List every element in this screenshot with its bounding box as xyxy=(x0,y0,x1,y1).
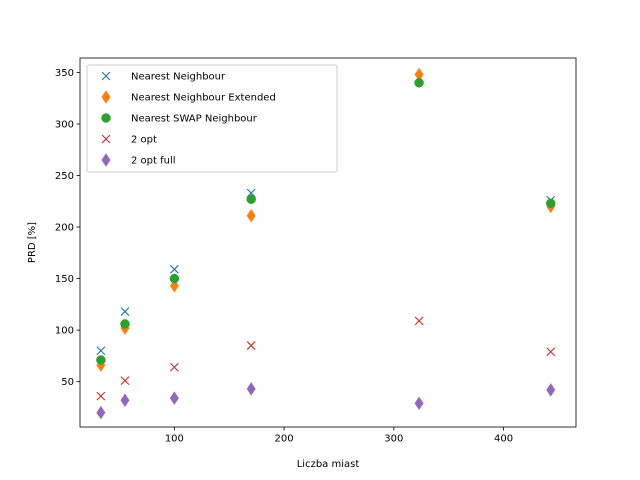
x-tick-label: 300 xyxy=(384,434,403,445)
data-point xyxy=(246,341,256,350)
legend-marker xyxy=(101,90,111,104)
y-tick-label: 350 xyxy=(55,68,74,79)
data-point xyxy=(120,393,130,407)
legend-marker xyxy=(101,153,111,167)
data-point xyxy=(169,391,179,405)
data-point xyxy=(246,382,256,396)
y-axis-label: PRD [%] xyxy=(27,222,38,263)
legend-label: 2 opt full xyxy=(131,156,176,167)
data-point xyxy=(546,198,556,209)
x-tick-label: 400 xyxy=(494,434,513,445)
legend-marker xyxy=(101,113,111,123)
axes-frame xyxy=(79,57,577,428)
data-point xyxy=(120,319,130,329)
legend-marker xyxy=(101,134,111,144)
data-points xyxy=(96,67,556,420)
legend-label: Nearest Neighbour Extended xyxy=(131,93,276,104)
data-point xyxy=(96,405,106,420)
legend-marker xyxy=(101,71,111,81)
data-point xyxy=(169,279,179,293)
legend-label: 2 opt xyxy=(131,135,157,146)
data-point xyxy=(120,376,130,386)
x-tick-label: 200 xyxy=(275,434,294,445)
y-tick-label: 100 xyxy=(55,326,74,337)
x-tick-label: 100 xyxy=(165,434,184,445)
x-axis-label: Liczba miast xyxy=(297,459,360,470)
data-point xyxy=(169,273,180,284)
y-tick-label: 150 xyxy=(55,274,74,285)
data-point xyxy=(414,316,424,326)
y-tick-label: 50 xyxy=(61,377,74,388)
data-point xyxy=(246,194,256,204)
data-point xyxy=(96,355,106,365)
data-point xyxy=(169,362,179,372)
data-point xyxy=(414,396,424,411)
data-point xyxy=(96,346,106,356)
data-point xyxy=(169,264,179,274)
data-point xyxy=(414,77,424,88)
data-point xyxy=(246,208,256,223)
data-point xyxy=(546,347,556,357)
data-point xyxy=(546,383,556,397)
data-point xyxy=(120,307,130,316)
y-tick-label: 250 xyxy=(55,171,74,182)
axes: 100 200 300 400 50 100 150 200 250 300 350 xyxy=(55,57,577,445)
legend-label: Nearest Neighbour xyxy=(131,72,226,83)
y-tick-label: 200 xyxy=(55,223,74,234)
data-point xyxy=(96,391,106,401)
legend-box xyxy=(86,64,338,173)
y-tick-label: 300 xyxy=(55,119,74,130)
legend: Nearest Neighbour Nearest Neighbour Exten… xyxy=(86,64,338,173)
legend-label: Nearest SWAP Neighbour xyxy=(131,114,258,125)
